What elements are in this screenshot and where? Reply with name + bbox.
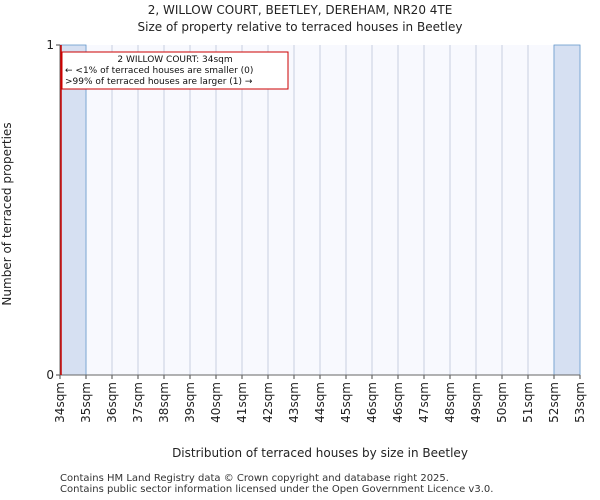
x-tick-label: 42sqm xyxy=(261,382,275,423)
x-tick-label: 35sqm xyxy=(79,382,93,423)
x-tick-label: 47sqm xyxy=(417,382,431,423)
y-tick-label: 0 xyxy=(46,368,54,382)
x-tick-label: 48sqm xyxy=(443,382,457,423)
chart-title: 2, WILLOW COURT, BEETLEY, DEREHAM, NR20 … xyxy=(147,3,453,17)
highlight-bin xyxy=(59,44,87,376)
annotation-line-2: ← <1% of terraced houses are smaller (0) xyxy=(65,66,253,76)
highlight-bin xyxy=(553,44,581,376)
x-tick-label: 41sqm xyxy=(235,382,249,423)
x-tick-label: 43sqm xyxy=(287,382,301,423)
x-tick-label: 44sqm xyxy=(313,382,327,423)
annotation-line-3: >99% of terraced houses are larger (1) → xyxy=(65,77,253,87)
x-tick-label: 45sqm xyxy=(339,382,353,423)
x-tick-label: 39sqm xyxy=(183,382,197,423)
x-tick-label: 50sqm xyxy=(495,382,509,423)
x-tick-label: 46sqm xyxy=(391,382,405,423)
y-tick-label: 1 xyxy=(46,38,54,52)
bars xyxy=(59,44,581,376)
x-tick-label: 37sqm xyxy=(131,382,145,423)
x-tick-label: 34sqm xyxy=(53,382,67,423)
footer-line-1: Contains HM Land Registry data © Crown c… xyxy=(60,473,449,484)
x-tick-label: 36sqm xyxy=(105,382,119,423)
x-tick-label: 46sqm xyxy=(365,382,379,423)
y-tick-labels: 01 xyxy=(46,38,580,382)
footer-line-2: Contains public sector information licen… xyxy=(60,484,494,495)
x-axis-label: Distribution of terraced houses by size … xyxy=(172,446,468,460)
x-tick-label: 38sqm xyxy=(157,382,171,423)
chart-subtitle: Size of property relative to terraced ho… xyxy=(137,20,463,34)
x-tick-label: 51sqm xyxy=(521,382,535,423)
x-tick-label: 53sqm xyxy=(573,382,587,423)
annotation-line-1: 2 WILLOW COURT: 34sqm xyxy=(117,55,232,65)
grid-lines xyxy=(59,45,581,375)
annotation-box xyxy=(61,51,289,90)
x-tick-label: 49sqm xyxy=(469,382,483,423)
x-tick-label: 40sqm xyxy=(209,382,223,423)
x-tick-label: 52sqm xyxy=(547,382,561,423)
x-tick-labels: 34sqm 35sqm 36sqm 37sqm 38sqm 39sqm 40sqm 41sqm… xyxy=(53,375,587,423)
